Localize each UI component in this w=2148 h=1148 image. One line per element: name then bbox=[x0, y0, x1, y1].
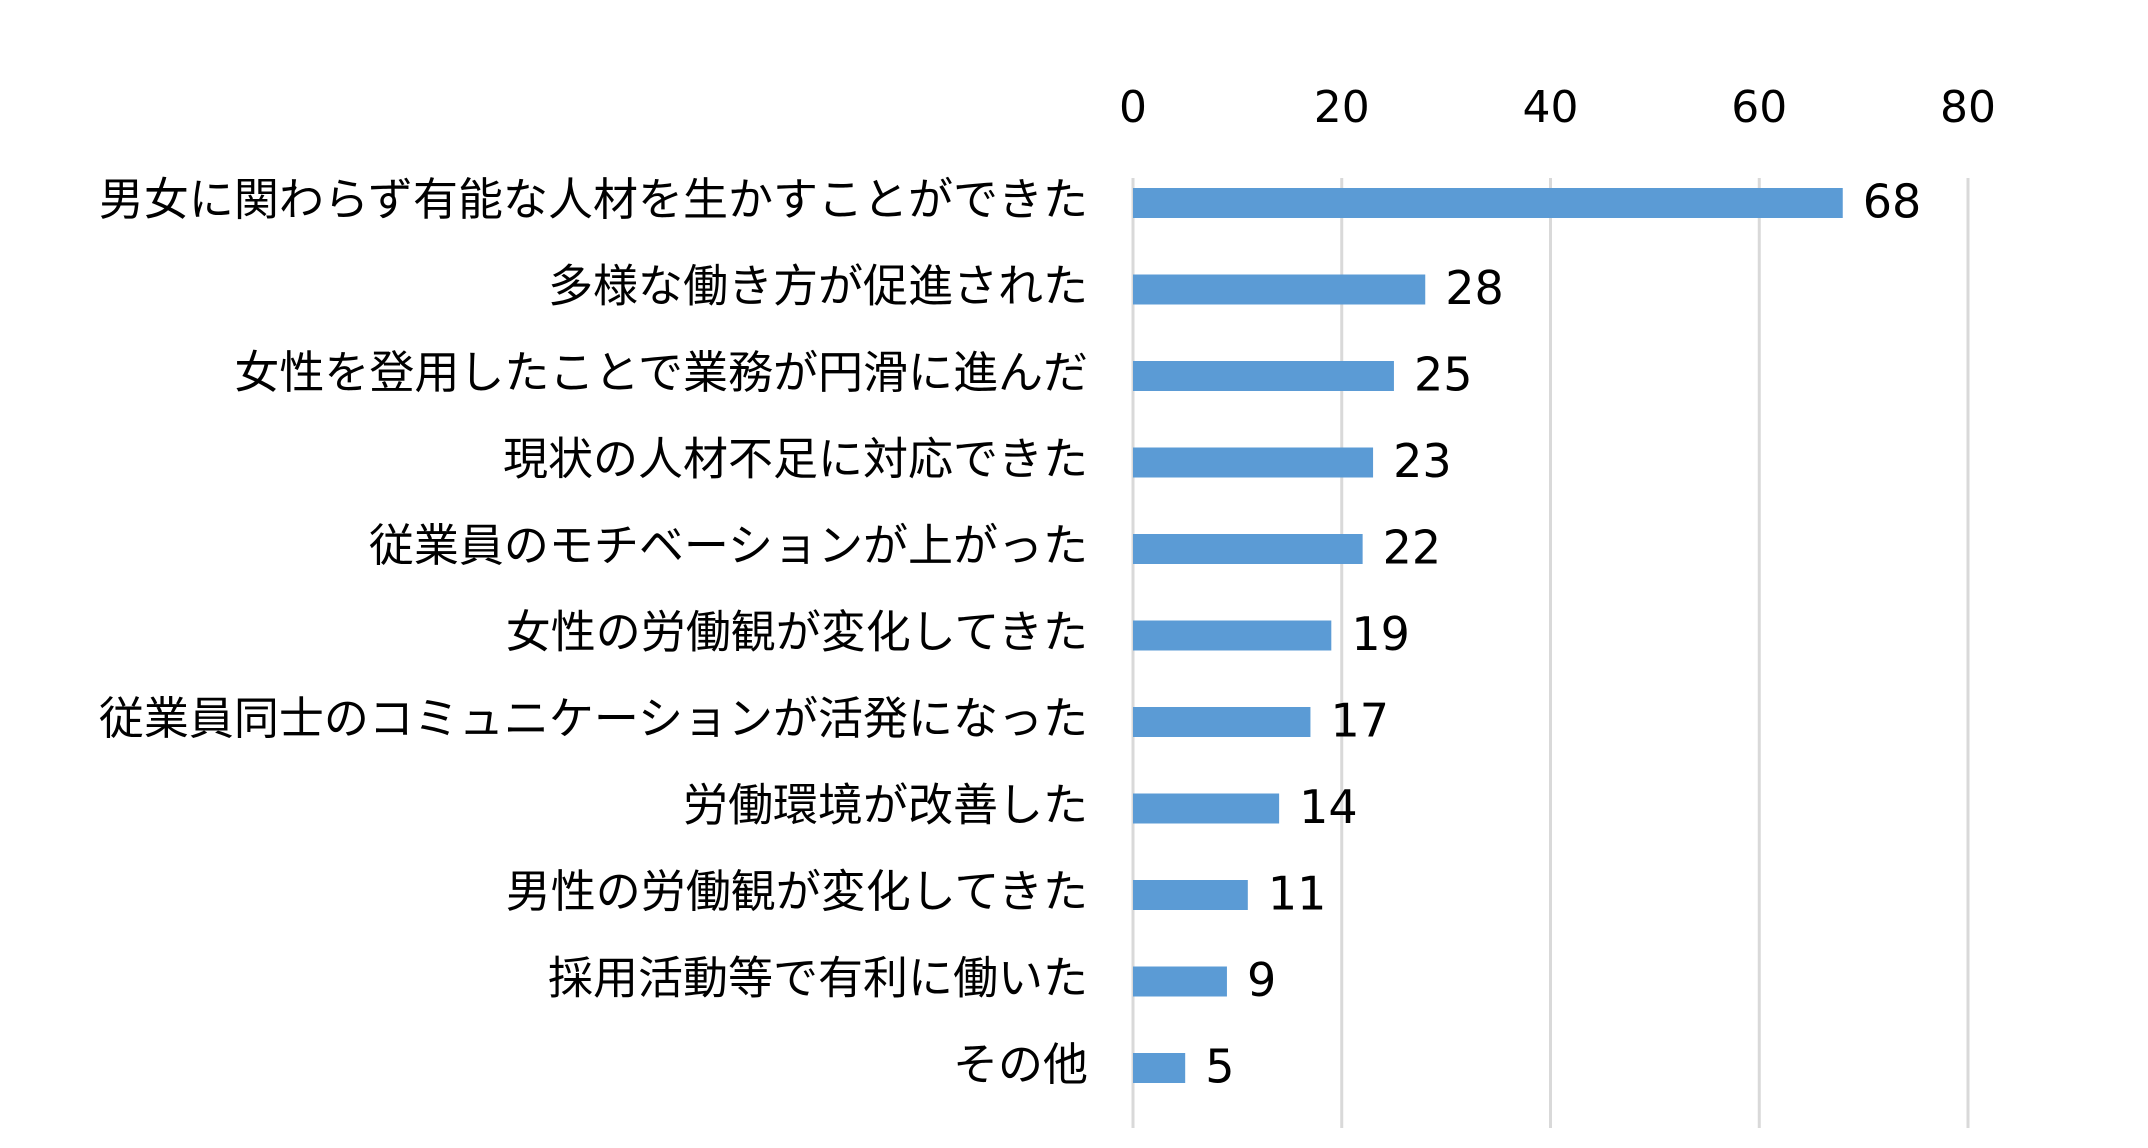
bar bbox=[1133, 361, 1394, 391]
bar bbox=[1133, 966, 1227, 997]
data-label: 5 bbox=[1205, 1040, 1234, 1094]
data-label: 68 bbox=[1863, 175, 1922, 229]
bar bbox=[1133, 534, 1363, 564]
category-label: 採用活動等で有利に働いた bbox=[548, 952, 1088, 1005]
category-label: 女性を登用したことで業務が円滑に進んだ bbox=[234, 346, 1088, 399]
data-label: 14 bbox=[1299, 780, 1358, 834]
data-label: 22 bbox=[1383, 521, 1442, 575]
data-label: 23 bbox=[1393, 434, 1452, 488]
data-label: 9 bbox=[1247, 953, 1276, 1007]
category-label: 従業員のモチベーションが上がった bbox=[369, 519, 1088, 572]
bar bbox=[1133, 793, 1280, 824]
bar bbox=[1133, 274, 1426, 305]
data-label: 25 bbox=[1414, 348, 1473, 402]
x-tick-label: 40 bbox=[1523, 82, 1579, 133]
bar bbox=[1133, 707, 1311, 737]
category-label: 労働環境が改善した bbox=[683, 779, 1088, 832]
bar bbox=[1133, 188, 1843, 218]
data-label: 19 bbox=[1351, 607, 1410, 661]
bar bbox=[1133, 880, 1248, 910]
bar bbox=[1133, 620, 1332, 651]
category-labels: 男女に関わらず有能な人材を生かすことができた多様な働き方が促進された女性を登用し… bbox=[99, 173, 1088, 1091]
x-tick-label: 60 bbox=[1731, 82, 1787, 133]
bars bbox=[1133, 188, 1843, 1083]
category-label: その他 bbox=[953, 1038, 1088, 1091]
bar bbox=[1133, 447, 1374, 478]
category-label: 女性の労働観が変化してきた bbox=[506, 606, 1088, 659]
category-label: 男性の労働観が変化してきた bbox=[506, 865, 1088, 918]
category-label: 現状の人材不足に対応できた bbox=[503, 433, 1088, 486]
bar bbox=[1133, 1053, 1186, 1083]
data-label: 11 bbox=[1268, 867, 1327, 921]
value-labels: 68 28 25 23 22 19 17 14 11 95 bbox=[1205, 175, 1921, 1094]
x-tick-label: 80 bbox=[1940, 82, 1996, 133]
x-tick-label: 0 bbox=[1119, 82, 1147, 133]
x-tick-label: 20 bbox=[1314, 82, 1370, 133]
x-axis-ticks: 0 20 40 60 80 bbox=[1119, 82, 1996, 133]
category-label: 従業員同士のコミュニケーションが活発になった bbox=[99, 692, 1088, 745]
data-label: 17 bbox=[1330, 694, 1389, 748]
data-label: 28 bbox=[1445, 261, 1504, 315]
category-label: 男女に関わらず有能な人材を生かすことができた bbox=[99, 173, 1088, 226]
category-label: 多様な働き方が促進された bbox=[548, 260, 1088, 313]
